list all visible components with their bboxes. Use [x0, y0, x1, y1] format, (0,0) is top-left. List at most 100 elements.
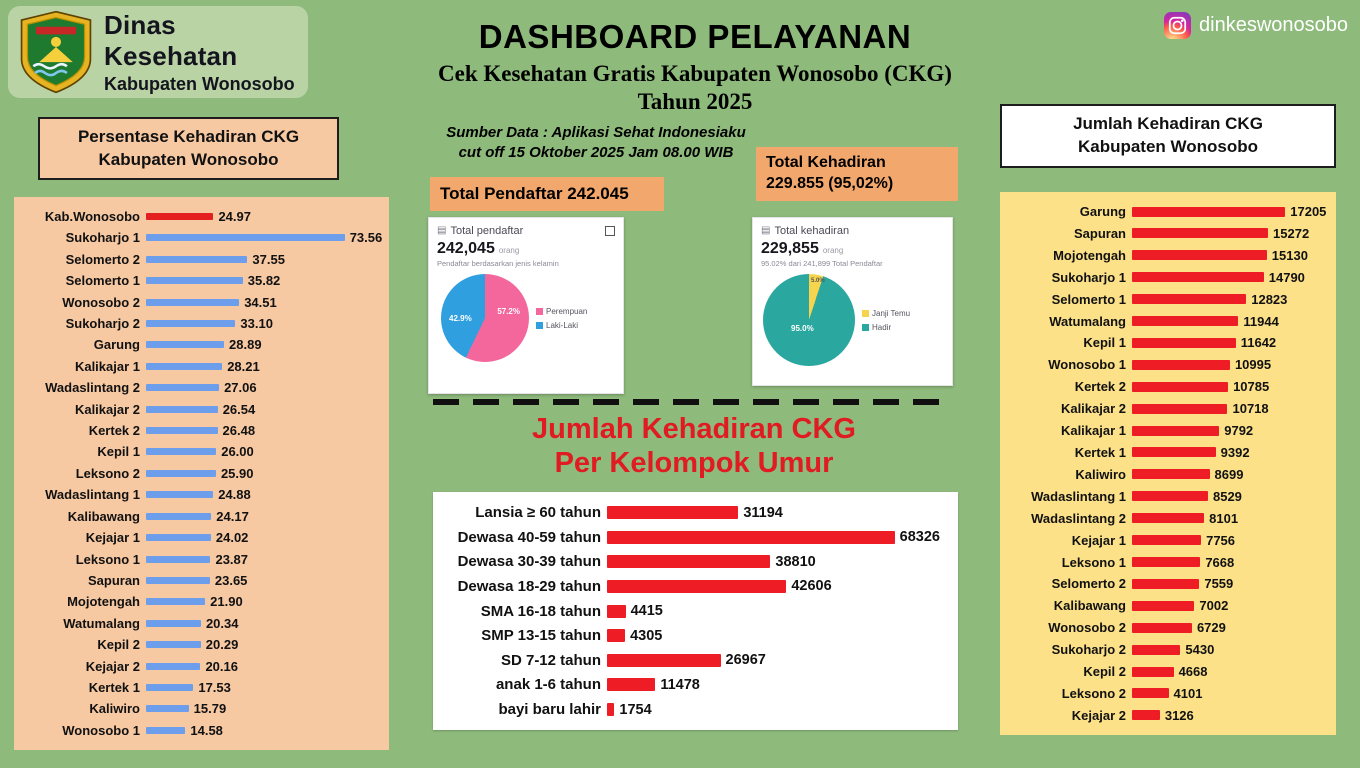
bar-category-label: Wadaslintang 2 [1031, 510, 1126, 526]
bar [146, 619, 201, 627]
bar-row: Sukoharjo 2 5430 [1008, 642, 1328, 657]
bar-category-label: Kalikajar 2 [1060, 401, 1126, 417]
bar-value-label: 28.21 [227, 358, 260, 374]
logo-panel: Dinas Kesehatan Kabupaten Wonosobo [8, 6, 308, 98]
age-heading-line1: Jumlah Kehadiran CKG [532, 413, 856, 445]
bar-track: 6729 [1132, 620, 1328, 635]
bar-value-label: 8101 [1209, 510, 1239, 526]
bar-value-label: 15272 [1273, 225, 1310, 241]
bar-category-label: Selomerto 2 [65, 251, 140, 267]
bar-category-label: Leksono 1 [1061, 554, 1126, 570]
logo-title: Dinas Kesehatan [104, 9, 238, 71]
bar-category-label: Leksono 1 [75, 551, 140, 567]
bar-track: 73.56 [146, 230, 382, 245]
bar-value-label: 26.48 [222, 423, 256, 439]
bar-track: 1754 [607, 702, 948, 718]
bar-row: Kertek 1 17.53 [20, 680, 381, 695]
bar-row: Leksono 2 4101 [1008, 686, 1328, 701]
expand-icon[interactable] [605, 226, 615, 236]
card-title: Total kehadiran [774, 225, 850, 237]
bar [146, 576, 210, 584]
bar-row: Selomerto 1 35.82 [20, 273, 381, 288]
bar [146, 448, 217, 456]
bar-row: Kejajar 1 7756 [1008, 533, 1328, 548]
bar [1132, 250, 1267, 261]
bar-track: 68326 [607, 529, 948, 545]
instagram-link[interactable]: dinkeswonosobo [1164, 12, 1348, 39]
bar-category-label: Kepil 2 [1083, 664, 1126, 680]
bar-row: bayi baru lahir 1754 [443, 701, 948, 718]
bar-category-label: Kertek 2 [88, 423, 140, 439]
bar [146, 555, 211, 563]
bar-category-label: Kertek 1 [1074, 444, 1126, 460]
bar-category-label: Kertek 1 [88, 679, 140, 695]
bar-row: Sapuran 23.65 [20, 573, 381, 588]
bar-value-label: 9392 [1220, 444, 1250, 460]
bar-value-label: 10718 [1232, 401, 1269, 417]
bar-value-label: 25.90 [220, 465, 254, 481]
bar-track: 21.90 [146, 594, 381, 609]
bar [1132, 622, 1192, 633]
bar-row: SMP 13-15 tahun 4305 [443, 627, 948, 644]
bar-row: Watumalang 11944 [1008, 314, 1328, 329]
bar-track: 33.10 [146, 316, 381, 331]
bar-track: 10995 [1132, 357, 1328, 372]
bar [1132, 228, 1269, 239]
legend-swatch [862, 309, 869, 317]
bar-row: Sukoharjo 1 14790 [1008, 270, 1328, 285]
legend-item: Janji Temu [862, 309, 910, 318]
bar-category-label: Kepil 1 [1083, 335, 1126, 351]
bar-value-label: 11642 [1240, 335, 1277, 351]
bar-track: 15272 [1132, 226, 1328, 241]
attendance-count-panel: Garung 17205 Sapuran 15272 Mojotengah 15130 Su… [1000, 192, 1336, 735]
bar-value-label: 24.88 [218, 487, 251, 503]
bar-track: 20.16 [146, 659, 381, 674]
card-value: 242,045 [437, 240, 495, 257]
bar-row: Kepil 1 26.00 [20, 444, 381, 459]
bar [1132, 535, 1202, 546]
bar-track: 8529 [1132, 489, 1328, 504]
bar-track: 5430 [1132, 642, 1328, 657]
bar-value-label: 33.10 [240, 316, 273, 332]
bar-category-label: SMA 16-18 tahun [480, 602, 601, 620]
bar [146, 255, 248, 263]
bar-track: 14790 [1132, 270, 1328, 285]
report-icon: ▤ [437, 225, 447, 236]
bar-value-label: 1754 [619, 701, 652, 718]
legend-item: Laki-Laki [536, 321, 587, 330]
card-subtitle: Pendaftar berdasarkan jenis kelamin [437, 259, 559, 268]
bar-value-label: 8529 [1212, 488, 1242, 504]
bar-track: 7002 [1132, 598, 1328, 613]
attendance-pie-chart: 5.0% 95.0% [763, 274, 855, 366]
bar-row: Leksono 2 25.90 [20, 466, 381, 481]
bar-category-label: Kepil 2 [97, 637, 140, 653]
bar-value-label: 37.55 [252, 251, 285, 267]
bar [146, 683, 194, 691]
right-panel-title-line2: Kabupaten Wonosobo [1077, 137, 1259, 156]
bar-value-label: 12823 [1251, 291, 1288, 307]
bar-track: 9792 [1132, 423, 1328, 438]
bar-track: 20.34 [146, 616, 381, 631]
bar [1132, 666, 1174, 677]
bar-track: 38810 [607, 554, 948, 570]
bar [1132, 600, 1195, 611]
bar-value-label: 24.02 [215, 530, 249, 546]
bar-track: 26967 [607, 652, 948, 668]
bar-value-label: 23.65 [214, 572, 248, 588]
page-title: DASHBOARD PELAYANAN [478, 18, 912, 55]
dashboard-title-block: DASHBOARD PELAYANAN Cek Kesehatan Gratis… [330, 18, 1060, 115]
attendance-percentage-panel: Kab.Wonosobo 24.97 Sukoharjo 1 73.56 Selomer… [14, 197, 389, 750]
bar [1132, 359, 1230, 370]
dashed-divider [433, 399, 952, 405]
bar-category-label: Leksono 2 [75, 465, 140, 481]
bar-category-label: Garung [1079, 204, 1126, 219]
pie-slice-label-laki-laki: 42.9% [449, 314, 472, 323]
bar-value-label: 9792 [1224, 423, 1254, 439]
legend-label: Perempuan [546, 306, 588, 316]
bar [146, 641, 201, 649]
bar-row: Leksono 1 23.87 [20, 552, 381, 567]
bar-row: SD 7-12 tahun 26967 [443, 652, 948, 669]
bar-category-label: Watumalang [1049, 313, 1126, 329]
bar-row: Sukoharjo 1 73.56 [20, 230, 383, 245]
